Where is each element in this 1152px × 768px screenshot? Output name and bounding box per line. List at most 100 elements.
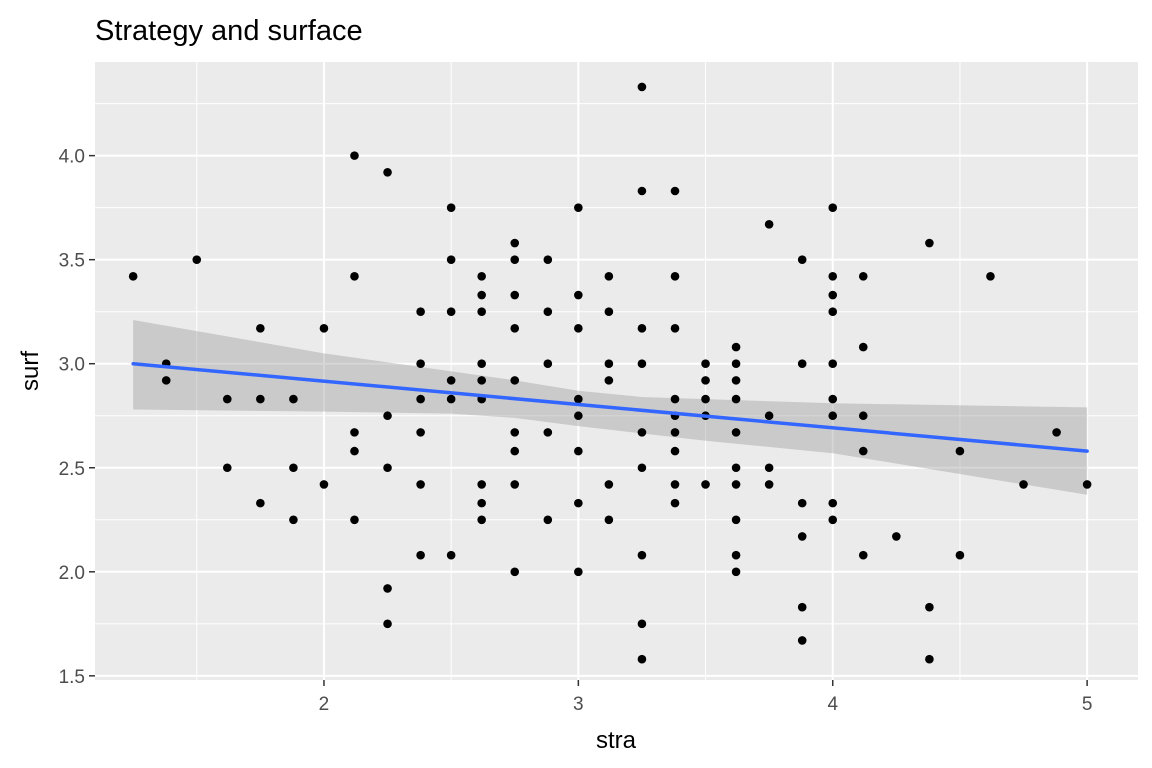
data-point bbox=[828, 307, 838, 316]
data-point bbox=[477, 498, 486, 508]
data-point bbox=[731, 480, 741, 489]
y-tick-label: 4.0 bbox=[59, 147, 85, 168]
data-point bbox=[1082, 480, 1092, 489]
data-point bbox=[731, 376, 741, 385]
data-point bbox=[446, 376, 456, 385]
data-point bbox=[828, 515, 838, 525]
data-point bbox=[670, 428, 680, 437]
data-point bbox=[574, 203, 583, 212]
data-point bbox=[477, 290, 486, 300]
y-tick-label: 3.0 bbox=[59, 355, 85, 376]
data-point bbox=[350, 272, 359, 281]
data-point bbox=[797, 602, 807, 612]
data-point bbox=[764, 411, 774, 421]
data-point bbox=[446, 203, 456, 212]
data-point bbox=[637, 463, 647, 473]
data-point bbox=[256, 498, 265, 508]
data-point bbox=[383, 411, 392, 421]
data-point bbox=[416, 394, 425, 404]
data-point bbox=[446, 307, 456, 316]
data-point bbox=[1052, 428, 1061, 437]
data-point bbox=[764, 220, 774, 229]
data-point bbox=[955, 446, 965, 456]
minor-gridlines bbox=[95, 62, 1138, 680]
data-point bbox=[416, 550, 425, 560]
data-point bbox=[574, 446, 583, 456]
data-point bbox=[289, 394, 298, 404]
data-point bbox=[510, 376, 520, 385]
data-point bbox=[701, 359, 710, 369]
data-point bbox=[604, 272, 614, 281]
data-point bbox=[477, 515, 486, 525]
data-point bbox=[797, 498, 807, 508]
data-point bbox=[925, 238, 934, 248]
data-point bbox=[574, 290, 583, 300]
data-point bbox=[955, 550, 965, 560]
data-point bbox=[637, 186, 647, 196]
data-point bbox=[350, 151, 359, 160]
data-point bbox=[477, 359, 486, 369]
data-point bbox=[510, 324, 520, 333]
data-point bbox=[731, 567, 741, 577]
x-axis-ticks: 2 3 4 5 bbox=[319, 680, 1092, 715]
data-point bbox=[828, 272, 838, 281]
data-point bbox=[670, 394, 680, 404]
data-point bbox=[543, 515, 553, 525]
data-point bbox=[289, 463, 298, 473]
data-point bbox=[543, 255, 553, 264]
data-point bbox=[510, 446, 520, 456]
data-point bbox=[543, 307, 553, 316]
data-point bbox=[986, 272, 995, 281]
data-point bbox=[701, 376, 710, 385]
data-point bbox=[161, 376, 171, 385]
data-point bbox=[731, 394, 741, 404]
data-point bbox=[416, 359, 425, 369]
data-point bbox=[764, 480, 774, 489]
data-point bbox=[256, 394, 265, 404]
y-tick-label: 1.5 bbox=[59, 667, 85, 688]
data-point bbox=[670, 186, 680, 196]
data-point bbox=[858, 411, 868, 421]
data-point bbox=[637, 550, 647, 560]
data-point bbox=[828, 203, 838, 212]
data-point bbox=[797, 359, 807, 369]
data-point bbox=[477, 272, 486, 281]
data-point bbox=[510, 567, 520, 577]
data-point bbox=[670, 480, 680, 489]
data-point bbox=[731, 359, 741, 369]
data-point bbox=[383, 584, 392, 593]
data-point bbox=[925, 602, 934, 612]
data-point bbox=[797, 636, 807, 645]
data-point bbox=[701, 394, 710, 404]
data-point bbox=[416, 480, 425, 489]
data-point bbox=[731, 550, 741, 560]
regression-line-layer bbox=[131, 361, 1089, 453]
data-point bbox=[128, 272, 138, 281]
data-point bbox=[892, 532, 901, 541]
data-point bbox=[764, 463, 774, 473]
data-point bbox=[925, 654, 934, 664]
data-point bbox=[383, 463, 392, 473]
data-point bbox=[289, 515, 298, 525]
data-point bbox=[797, 532, 807, 541]
data-point bbox=[828, 411, 838, 421]
data-point bbox=[637, 359, 647, 369]
data-point bbox=[604, 515, 614, 525]
y-axis-ticks: 1.5 2.0 2.5 3.0 3.5 4.0 bbox=[59, 147, 95, 688]
data-point bbox=[858, 342, 868, 352]
data-point bbox=[350, 428, 359, 437]
data-point bbox=[858, 550, 868, 560]
data-point bbox=[604, 307, 614, 316]
data-point bbox=[828, 394, 838, 404]
data-point bbox=[637, 324, 647, 333]
x-tick-label: 4 bbox=[827, 694, 838, 715]
data-point bbox=[383, 167, 392, 177]
data-point bbox=[383, 619, 392, 629]
x-tick-label: 3 bbox=[573, 694, 584, 715]
data-point bbox=[510, 238, 520, 248]
data-point bbox=[477, 376, 486, 385]
data-point bbox=[1019, 480, 1028, 489]
data-point bbox=[574, 324, 583, 333]
chart-title: Strategy and surface bbox=[95, 15, 363, 47]
